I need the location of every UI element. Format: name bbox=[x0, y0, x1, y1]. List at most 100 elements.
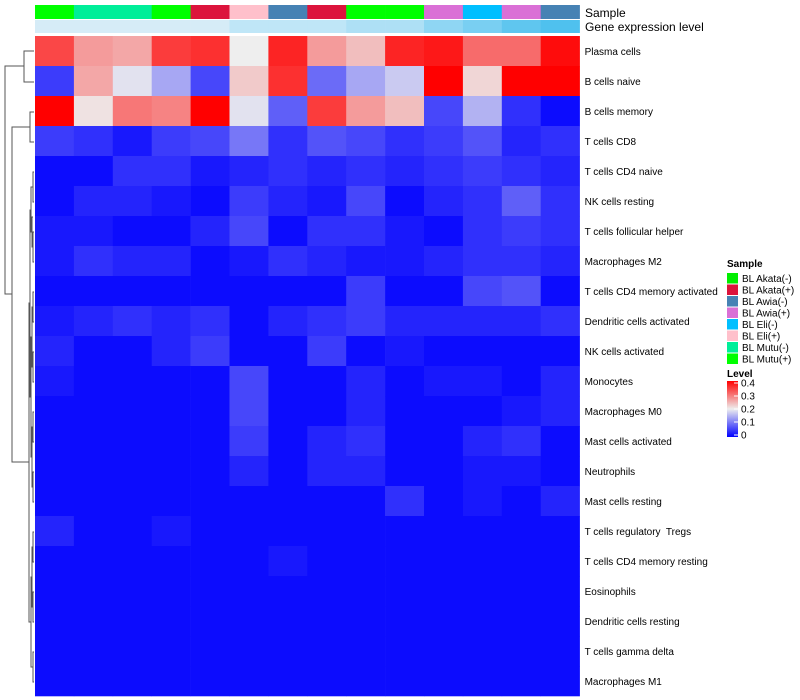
heatmap-cell bbox=[151, 486, 191, 517]
heatmap-cell bbox=[501, 126, 541, 157]
heatmap-cell bbox=[229, 276, 269, 307]
sample-legend: Sample BL Akata(-)BL Akata(+)BL Awia(-)B… bbox=[727, 259, 794, 366]
heatmap-cell bbox=[35, 96, 75, 127]
heatmap-cell bbox=[424, 66, 464, 97]
heatmap-cell bbox=[307, 36, 347, 67]
heatmap-cell bbox=[346, 246, 386, 277]
heatmap-cell bbox=[462, 156, 503, 187]
row-label: Macrophages M2 bbox=[585, 257, 663, 268]
heatmap-cell bbox=[501, 246, 541, 277]
heatmap-cell bbox=[424, 456, 464, 487]
row-label: Eosinophils bbox=[585, 587, 636, 598]
level-color-bar bbox=[727, 381, 738, 437]
heatmap-cell bbox=[229, 126, 269, 157]
heatmap-cell bbox=[112, 636, 152, 667]
heatmap-cell bbox=[190, 216, 230, 247]
expression-annotation-cell bbox=[385, 20, 425, 33]
sample-annotation-cell bbox=[151, 5, 191, 19]
heatmap-cell bbox=[112, 366, 152, 397]
sample-legend-title: Sample bbox=[727, 259, 763, 270]
expression-annotation-label: Gene expression level bbox=[585, 20, 704, 34]
heatmap-cell bbox=[35, 606, 75, 637]
heatmap-cell bbox=[151, 366, 191, 397]
heatmap-cell bbox=[424, 336, 464, 367]
row-label: B cells memory bbox=[585, 107, 653, 118]
heatmap-cell bbox=[462, 576, 503, 607]
heatmap-cell bbox=[73, 96, 114, 127]
heatmap-cell bbox=[151, 216, 191, 247]
heatmap-cell bbox=[229, 366, 269, 397]
heatmap-cell bbox=[151, 426, 191, 457]
heatmap-cell bbox=[385, 636, 425, 667]
heatmap-cell bbox=[112, 396, 152, 427]
heatmap-cell bbox=[424, 606, 464, 637]
heatmap-cell bbox=[501, 306, 541, 337]
row-label: T cells follicular helper bbox=[585, 227, 684, 238]
heatmap-cell bbox=[190, 336, 230, 367]
heatmap-cell bbox=[112, 156, 152, 187]
heatmap-cell bbox=[35, 36, 75, 67]
heatmap-cell bbox=[35, 126, 75, 157]
sample-legend-swatch bbox=[727, 273, 738, 284]
heatmap-cell bbox=[307, 516, 347, 547]
heatmap-cell bbox=[73, 156, 114, 187]
heatmap-cell bbox=[229, 576, 269, 607]
heatmap-cell bbox=[540, 306, 580, 337]
heatmap-cell bbox=[346, 336, 386, 367]
heatmap-cell bbox=[462, 396, 503, 427]
heatmap-cell bbox=[190, 276, 230, 307]
heatmap-cell bbox=[268, 396, 308, 427]
heatmap-cell bbox=[229, 186, 269, 217]
level-legend-title: Level bbox=[727, 369, 753, 380]
heatmap-cell bbox=[501, 186, 541, 217]
sample-annotation-cell bbox=[385, 5, 425, 19]
heatmap-cell bbox=[151, 516, 191, 547]
heatmap-cell bbox=[501, 156, 541, 187]
heatmap-cell bbox=[307, 336, 347, 367]
heatmap-cell bbox=[73, 126, 114, 157]
heatmap-cell bbox=[540, 216, 580, 247]
heatmap-cell bbox=[424, 276, 464, 307]
heatmap-cell bbox=[307, 576, 347, 607]
heatmap-cell bbox=[346, 426, 386, 457]
heatmap-cell bbox=[346, 36, 386, 67]
heatmap-cell bbox=[540, 36, 580, 67]
row-label: NK cells activated bbox=[585, 347, 664, 358]
heatmap-cell bbox=[501, 336, 541, 367]
expression-annotation-cell bbox=[151, 20, 191, 33]
heatmap-cell bbox=[268, 666, 308, 697]
heatmap-cell bbox=[385, 186, 425, 217]
heatmap-cell bbox=[35, 456, 75, 487]
heatmap-cell bbox=[73, 306, 114, 337]
heatmap-cell bbox=[462, 486, 503, 517]
sample-legend-label: BL Awia(-) bbox=[742, 297, 788, 308]
heatmap-cell bbox=[35, 516, 75, 547]
heatmap-cell bbox=[73, 366, 114, 397]
heatmap-cell bbox=[268, 576, 308, 607]
expression-annotation-cell bbox=[501, 20, 541, 33]
heatmap-cell bbox=[385, 396, 425, 427]
heatmap-cell bbox=[268, 516, 308, 547]
heatmap-cell bbox=[540, 426, 580, 457]
heatmap-cell bbox=[424, 36, 464, 67]
heatmap-cell bbox=[73, 576, 114, 607]
sample-annotation-cell bbox=[35, 5, 75, 19]
sample-annotation-cell bbox=[73, 5, 114, 19]
heatmap-cell bbox=[268, 126, 308, 157]
heatmap-cell bbox=[73, 456, 114, 487]
heatmap-cell bbox=[540, 66, 580, 97]
expression-annotation-cell bbox=[540, 20, 580, 33]
heatmap-cell bbox=[151, 456, 191, 487]
heatmap-cell bbox=[35, 486, 75, 517]
heatmap-cell bbox=[229, 636, 269, 667]
heatmap-cell bbox=[73, 426, 114, 457]
heatmap-cell bbox=[268, 246, 308, 277]
heatmap-cell bbox=[385, 156, 425, 187]
sample-legend-label: BL Mutu(+) bbox=[742, 355, 791, 366]
heatmap-cell bbox=[385, 36, 425, 67]
heatmap-cell bbox=[112, 546, 152, 577]
sample-annotation-cell bbox=[540, 5, 580, 19]
heatmap-cell bbox=[346, 216, 386, 247]
heatmap-cell bbox=[35, 576, 75, 607]
expression-annotation-cell bbox=[268, 20, 308, 33]
